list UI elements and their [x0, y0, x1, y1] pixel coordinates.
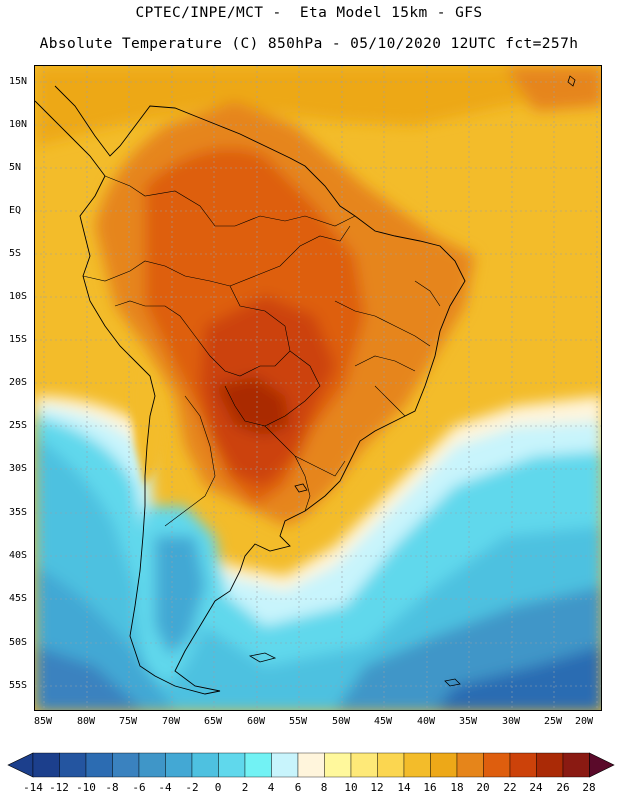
colorbar-label: 0	[214, 781, 222, 794]
colorbar-label: -8	[105, 781, 119, 794]
colorbar-bin	[350, 752, 378, 778]
colorbar-bin	[562, 752, 590, 778]
lon-tick-label: 80W	[76, 716, 96, 727]
lon-tick-label: 30W	[501, 716, 521, 727]
lon-tick-label: 70W	[161, 716, 181, 727]
colorbar-bin	[244, 752, 272, 778]
map-title-line-2: Absolute Temperature (C) 850hPa - 05/10/…	[39, 36, 579, 52]
map-title-line-1: CPTEC/INPE/MCT - Eta Model 15km - GFS	[135, 5, 483, 21]
colorbar-label: -6	[132, 781, 146, 794]
colorbar-bin	[138, 752, 166, 778]
lat-tick-label: 10S	[9, 291, 28, 302]
south-america-coastline	[35, 85, 466, 695]
colorbar-label: -14	[23, 781, 43, 794]
colorbar-bin	[536, 752, 564, 778]
lat-tick-label: 5S	[9, 248, 22, 259]
lon-tick-label: 60W	[246, 716, 266, 727]
lat-tick-label: 15N	[9, 76, 28, 87]
colorbar-label: 2	[241, 781, 249, 794]
colorbar-bin	[377, 752, 405, 778]
temperature-map	[34, 65, 602, 711]
lat-tick-label: EQ	[9, 205, 22, 216]
colorbar-label: 20	[476, 781, 490, 794]
colorbar-bin	[59, 752, 87, 778]
lat-tick-label: 50S	[9, 637, 28, 648]
lat-tick-label: 55S	[9, 680, 28, 691]
colorbar-label: -10	[76, 781, 96, 794]
temperature-shading	[35, 66, 601, 710]
colorbar-bin	[218, 752, 246, 778]
colorbar-label: 8	[320, 781, 328, 794]
lon-tick-label: 85W	[33, 716, 53, 727]
colorbar-label: 28	[582, 781, 596, 794]
country-borders	[82, 175, 441, 527]
lat-tick-label: 10N	[9, 119, 28, 130]
lon-tick-label: 50W	[331, 716, 351, 727]
lat-tick-label: 35S	[9, 507, 28, 518]
andes-ridge	[130, 356, 165, 486]
colorbar-bin	[456, 752, 484, 778]
temperature-field	[35, 66, 601, 710]
colorbar-label: 14	[397, 781, 411, 794]
lat-tick-label: 45S	[9, 593, 28, 604]
colorbar-label: 4	[267, 781, 275, 794]
colorbar-label: -4	[158, 781, 172, 794]
colorbar-bin	[165, 752, 193, 778]
colorbar-label: 16	[423, 781, 437, 794]
colorbar-label: 10	[344, 781, 358, 794]
colorbar-bin	[85, 752, 113, 778]
colorbar-label: 24	[529, 781, 543, 794]
lat-tick-label: 15S	[9, 334, 28, 345]
colorbar-bin	[483, 752, 511, 778]
colorbar-bin	[191, 752, 219, 778]
colorbar-bin	[403, 752, 431, 778]
colorbar-bin	[430, 752, 458, 778]
colorbar-label: 26	[556, 781, 570, 794]
lon-tick-label: 75W	[118, 716, 138, 727]
lat-tick-label: 25S	[9, 420, 28, 431]
colorbar	[7, 752, 615, 778]
colorbar-bin	[112, 752, 140, 778]
colorbar-bin	[324, 752, 352, 778]
colorbar-bin	[297, 752, 325, 778]
islands	[248, 75, 576, 687]
colorbar-bin	[32, 752, 60, 778]
lon-tick-label: 65W	[203, 716, 223, 727]
colorbar-low-arrow	[7, 752, 34, 778]
colorbar-label: 6	[294, 781, 302, 794]
lon-tick-label: 35W	[458, 716, 478, 727]
lon-tick-label: 20W	[574, 716, 594, 727]
lon-tick-label: 45W	[373, 716, 393, 727]
colorbar-high-arrow	[589, 752, 615, 778]
lat-tick-label: 20S	[9, 377, 28, 388]
colorbar-label: -12	[49, 781, 69, 794]
lat-tick-label: 40S	[9, 550, 28, 561]
lon-tick-label: 25W	[543, 716, 563, 727]
lat-tick-label: 5N	[9, 162, 22, 173]
colorbar-label: 18	[450, 781, 464, 794]
lat-tick-label: 30S	[9, 463, 28, 474]
colorbar-label: -2	[185, 781, 199, 794]
colorbar-bin	[509, 752, 537, 778]
colorbar-label: 12	[370, 781, 384, 794]
lon-tick-label: 40W	[416, 716, 436, 727]
lon-tick-label: 55W	[288, 716, 308, 727]
colorbar-bin	[271, 752, 299, 778]
colorbar-label: 22	[503, 781, 517, 794]
